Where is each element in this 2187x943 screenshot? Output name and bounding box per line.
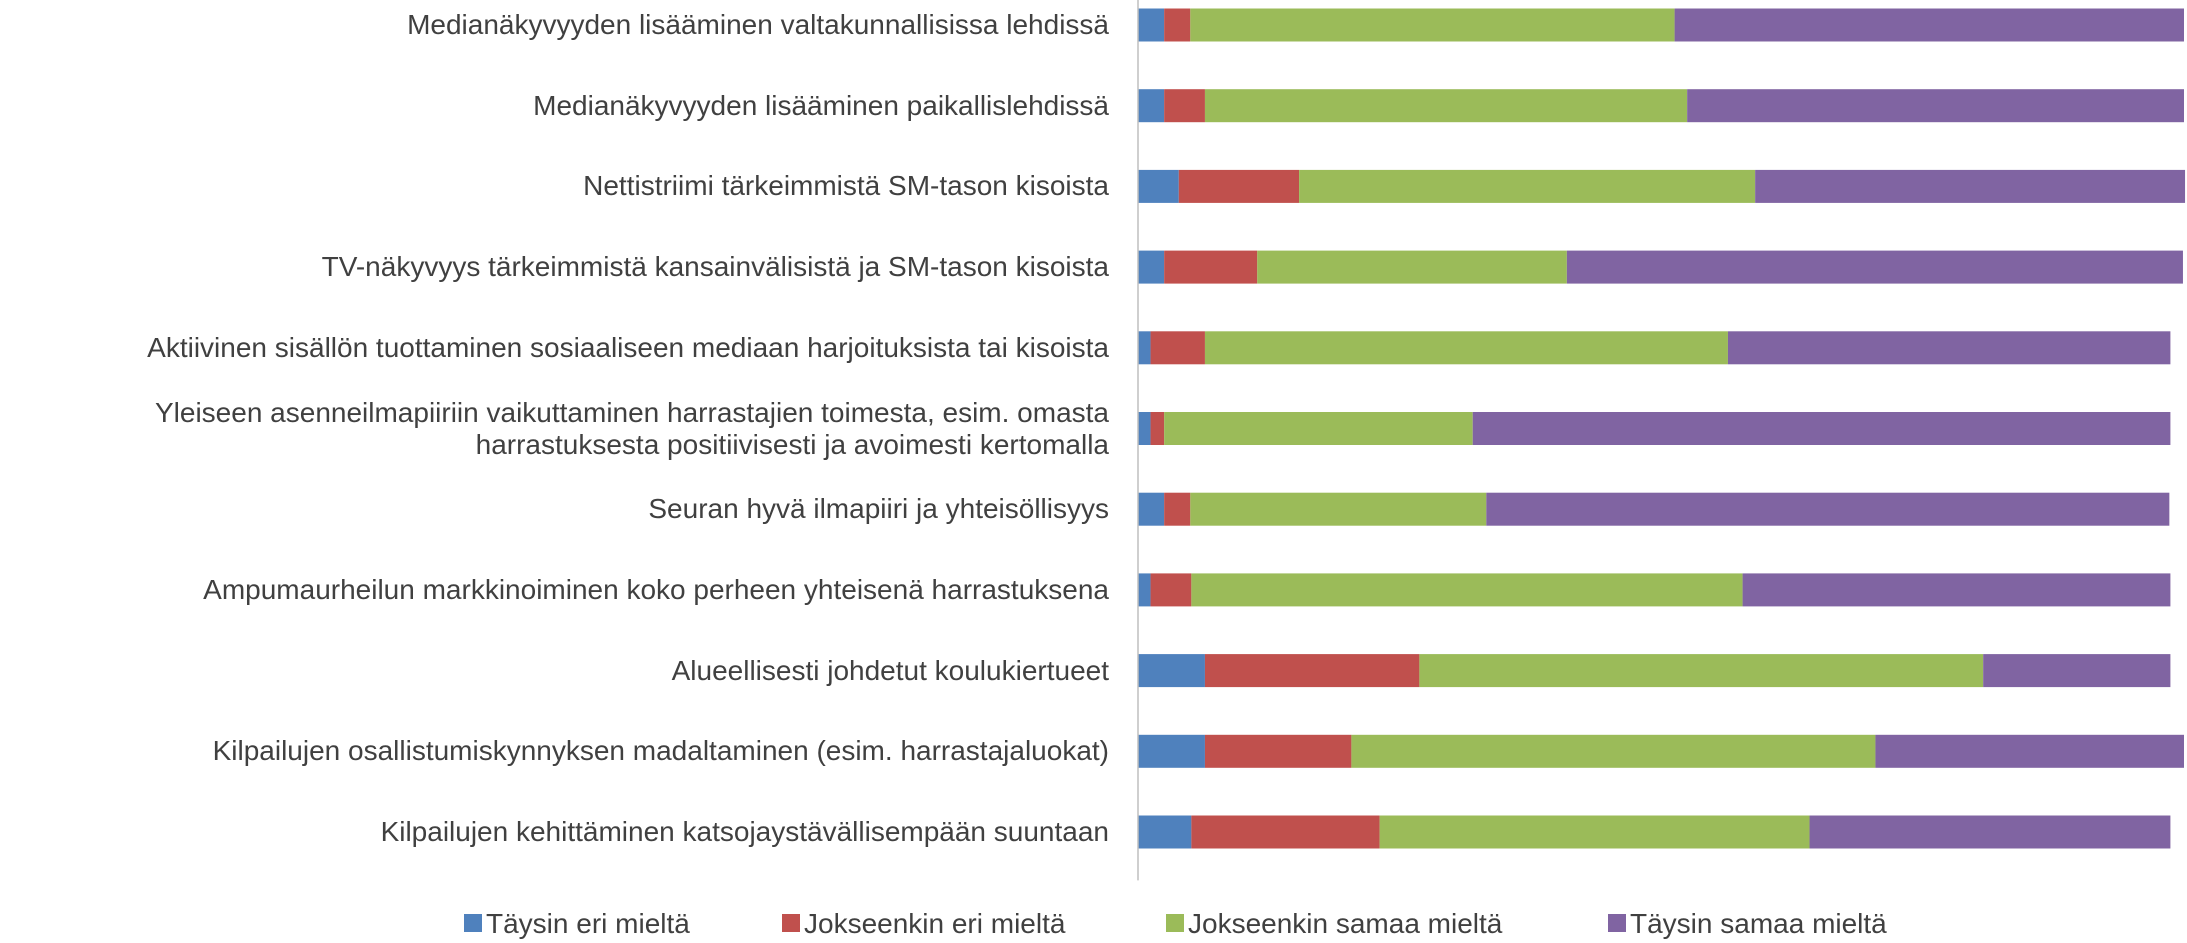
bar-segment [1164,492,1191,526]
category-label: Medianäkyvyyden lisääminen valtakunnalli… [407,9,1109,40]
bar-segment [1472,412,2171,445]
bar-segment [1138,815,1192,849]
legend-swatch [1166,914,1184,932]
legend-label: Täysin eri mieltä [486,908,690,939]
bar-segment [1138,169,1179,203]
bar-segment [1809,815,2171,849]
legend-swatch [464,914,482,932]
bar-segment [1138,412,1151,445]
bar-segment [1138,573,1151,607]
bar-segment [1755,169,2186,203]
category-label: Alueellisesti johdetut koulukiertueet [671,654,1109,686]
bar-segment [1138,89,1165,123]
bar-segment [1150,412,1165,445]
bar-segment [1204,89,1688,123]
bar-segment [1191,815,1380,849]
bar-segment [1351,734,1876,768]
bar-segment [1204,654,1420,688]
category-label: Ampumaurheilun markkinoiminen koko perhe… [203,573,1109,605]
legend-label: Jokseenkin eri mieltä [804,908,1066,939]
category-label: Aktiivinen sisällön tuottaminen sosiaali… [147,331,1109,363]
legend-swatch [1608,914,1626,932]
bar-segment [1191,573,1743,607]
bar-segment [1727,331,2171,365]
bar-segment [1566,250,2183,284]
category-label: Seuran hyvä ilmapiiri ja yhteisöllisyys [648,493,1109,525]
category-label: Medianäkyvyyden lisääminen paikallislehd… [533,89,1109,121]
bar-segment [1178,169,1300,203]
legend-label: Täysin samaa mieltä [1630,908,1887,939]
bar-segment [1204,331,1728,365]
bar-segment [1299,169,1756,203]
legend-swatch [782,914,800,932]
bar-segment [1164,89,1205,123]
bar-segment [1138,654,1205,688]
bar-segment [1138,8,1165,42]
bar-segment [1164,8,1191,42]
bar-segment [1687,89,2184,123]
bar-segment [1983,654,2171,688]
bar-segment [1138,250,1165,284]
bar-segment [1150,573,1192,607]
bar-segment [1419,654,1984,688]
category-label: Kilpailujen osallistumiskynnyksen madalt… [212,735,1109,767]
bar-segment [1875,734,2184,768]
bar-segment [1190,492,1487,526]
category-label: Yleiseen asenneilmapiiriin vaikuttaminen… [154,396,1109,460]
bar-segment [1204,734,1352,768]
bar-segment [1138,331,1151,365]
bar-segment [1190,8,1675,42]
category-label: Nettistriimi tärkeimmistä SM-tason kisoi… [583,170,1109,202]
bar-segment [1257,250,1567,284]
bar-segment [1486,492,2170,526]
bar-segment [1138,734,1205,768]
legend-label: Jokseenkin samaa mieltä [1188,908,1503,939]
bar-segment [1150,331,1205,365]
category-label: Kilpailujen kehittäminen katsojaystäväll… [380,816,1109,847]
bar-segment [1164,250,1258,284]
bar-segment [1138,492,1165,526]
bar-segment [1164,412,1473,445]
bar-segment [1379,815,1810,849]
bar-segment [1674,8,2184,42]
category-label: TV-näkyvyys tärkeimmistä kansainvälisist… [321,251,1109,283]
bar-segment [1742,573,2171,607]
